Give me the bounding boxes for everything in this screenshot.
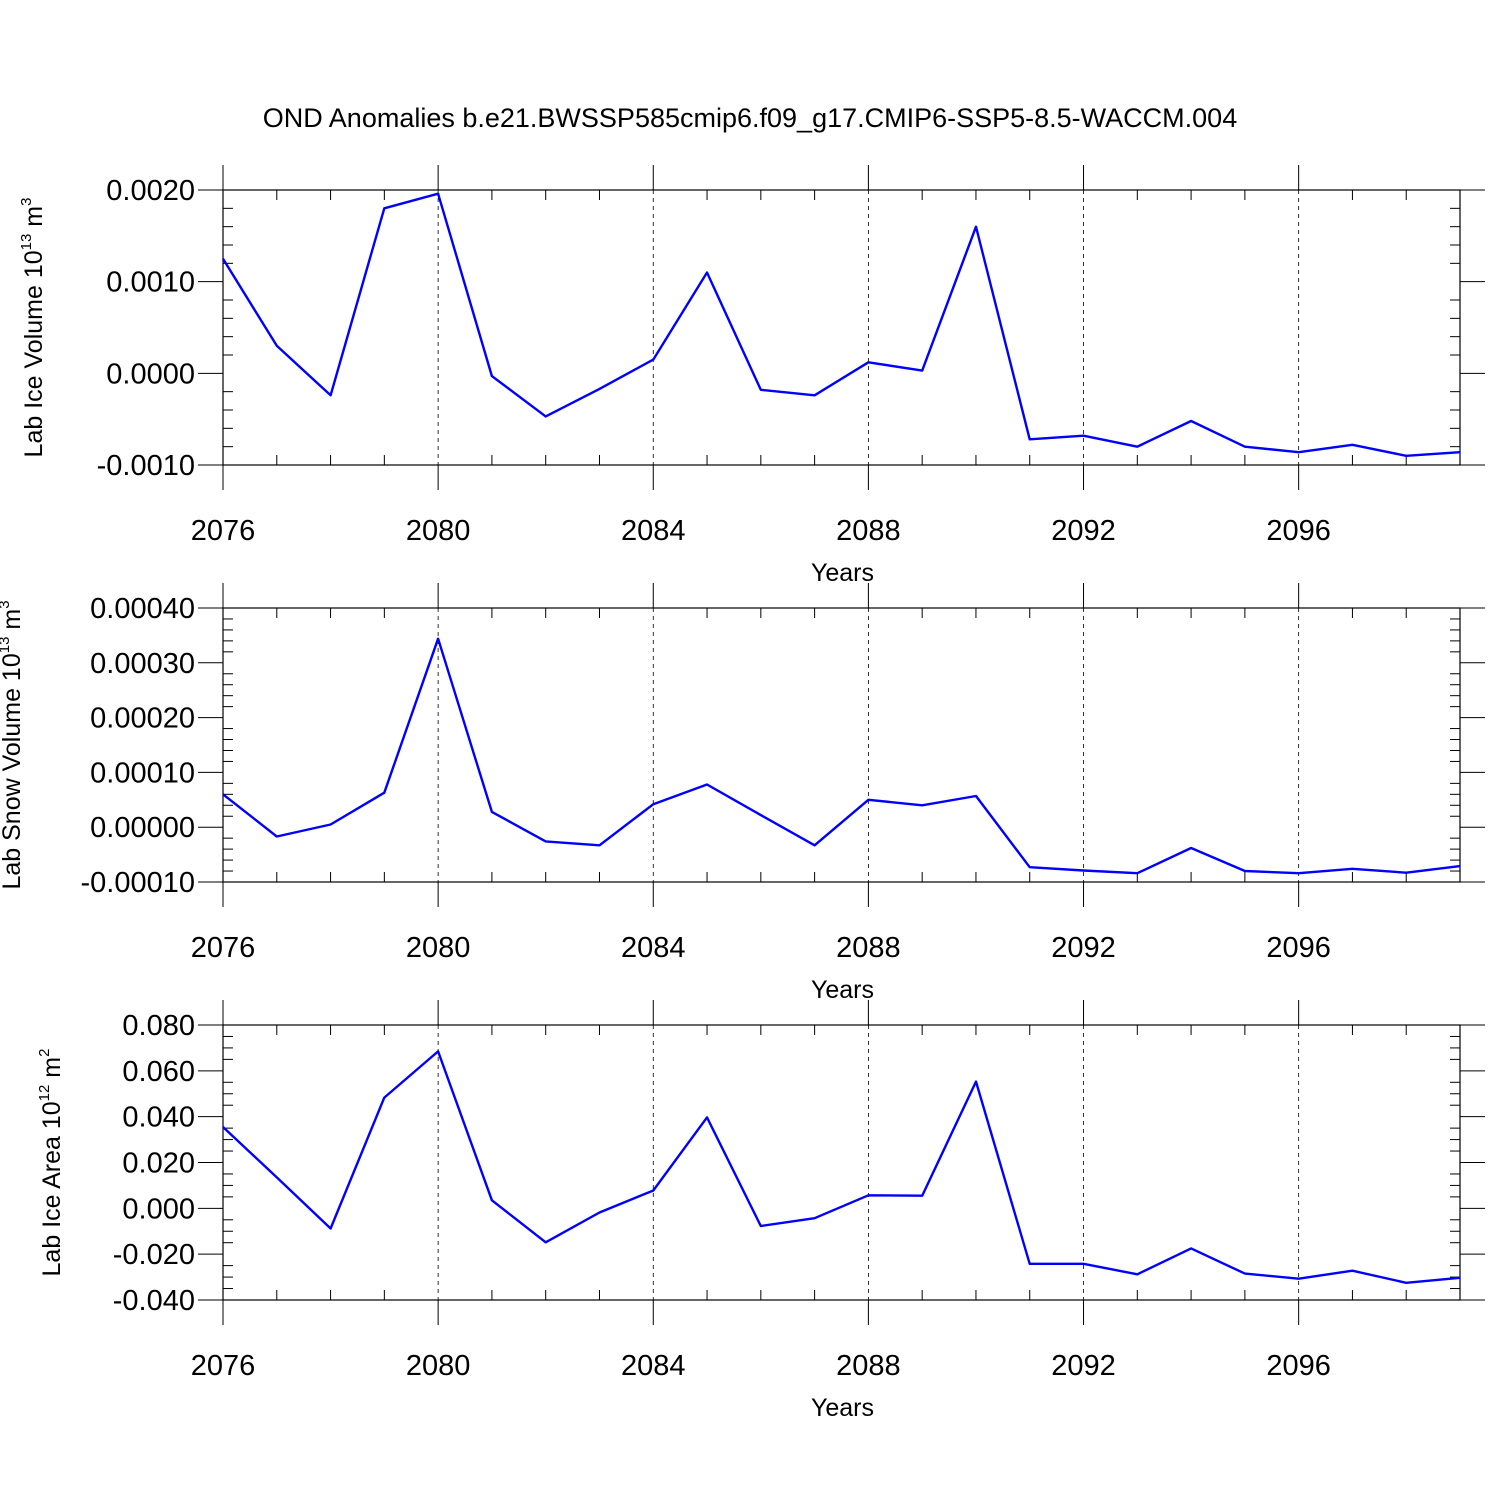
panel-2: -0.00010 0.00000 0.00010 0.00020 0.00030 0.00… (0, 583, 1485, 1004)
y-tick-label: 0.0010 (106, 267, 195, 299)
plot-frame (222, 189, 1461, 466)
y-tick-label: 0.00000 (90, 812, 195, 844)
x-tick-label: 2096 (1266, 515, 1331, 547)
x-tick-label: 2076 (191, 932, 256, 964)
x-tick-label: 2076 (191, 1350, 256, 1382)
plot-frame (222, 1024, 1461, 1301)
panel-3: -0.040 -0.020 0.000 0.020 0.040 0.060 0.080 207… (36, 1000, 1485, 1422)
y-tick-label: 0.040 (122, 1102, 195, 1134)
x-tick-label: 2096 (1266, 932, 1331, 964)
x-tick-label: 2084 (621, 1350, 686, 1382)
x-tick-label: 2080 (406, 932, 471, 964)
x-axis-label: Years (811, 559, 874, 587)
x-tick-label: 2096 (1266, 1350, 1331, 1382)
chart-title: OND Anomalies b.e21.BWSSP585cmip6.f09_g1… (263, 103, 1237, 133)
y-tick-label: 0.0000 (106, 358, 195, 390)
y-tick-label: -0.00010 (81, 867, 196, 899)
x-tick-label: 2084 (621, 515, 686, 547)
x-tick-label: 2088 (836, 515, 901, 547)
x-tick-label: 2080 (406, 1350, 471, 1382)
y-axis-label: Lab Ice Area 1012 m2 (36, 1049, 66, 1277)
x-axis-label: Years (811, 976, 874, 1004)
y-axis-label: Lab Ice Volume 1013 m3 (18, 198, 48, 458)
x-tick-label: 2092 (1051, 515, 1116, 547)
y-tick-label: -0.0010 (97, 450, 195, 482)
y-tick-label: 0.000 (122, 1193, 195, 1225)
x-tick-label: 2080 (406, 515, 471, 547)
x-tick-label: 2088 (836, 932, 901, 964)
y-tick-label: 0.020 (122, 1148, 195, 1180)
series-line (221, 192, 1461, 457)
x-tick-label: 2088 (836, 1350, 901, 1382)
y-tick-label: 0.080 (122, 1010, 195, 1042)
series-line (222, 1050, 1461, 1285)
panel-1: -0.0010 0.0000 0.0010 0.0020 2076 2080 2084 208… (18, 165, 1485, 587)
x-tick-label: 2092 (1051, 1350, 1116, 1382)
y-tick-label: -0.040 (113, 1285, 195, 1317)
y-tick-label: 0.0020 (106, 175, 195, 207)
x-tick-label: 2092 (1051, 932, 1116, 964)
x-axis-label: Years (811, 1394, 874, 1422)
y-tick-label: 0.00010 (90, 757, 195, 789)
y-tick-label: 0.00020 (90, 703, 195, 735)
y-tick-label: -0.020 (113, 1239, 195, 1271)
series-line (222, 637, 1461, 875)
x-tick-label: 2084 (621, 932, 686, 964)
y-tick-label: 0.060 (122, 1056, 195, 1088)
y-tick-label: 0.00030 (90, 648, 195, 680)
y-tick-label: 0.00040 (90, 593, 195, 625)
plot-frame (222, 607, 1461, 883)
x-tick-label: 2076 (191, 515, 256, 547)
y-axis-label: Lab Snow Volume 1013 m3 (0, 600, 26, 889)
